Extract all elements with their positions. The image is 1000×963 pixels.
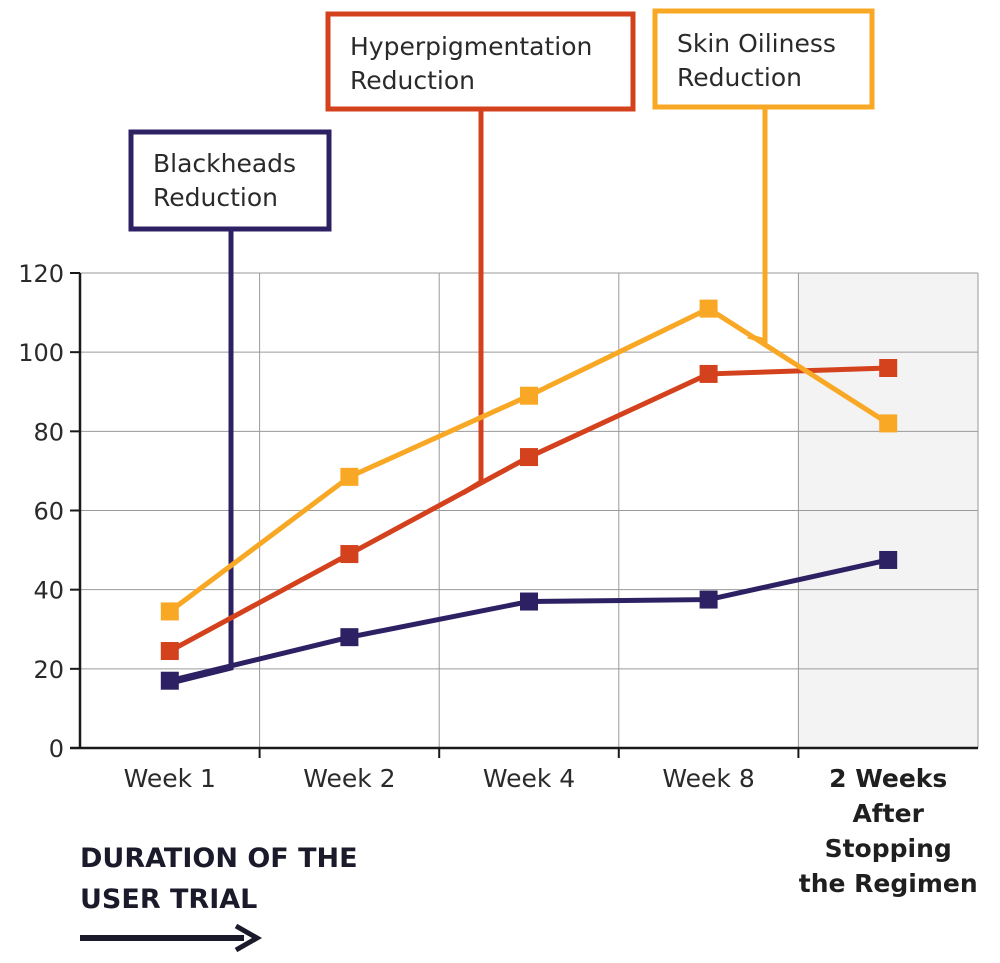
data-point	[160, 642, 179, 661]
callout-box	[325, 11, 636, 112]
x-category-label: After	[852, 799, 924, 828]
x-category-label: 2 Weeks	[829, 764, 947, 793]
data-point	[699, 590, 718, 609]
x-category-label: Week 8	[662, 764, 754, 793]
series-line	[169, 557, 889, 684]
callout-leader	[461, 109, 484, 496]
data-point	[160, 602, 179, 621]
y-tick-label: 0	[49, 735, 64, 763]
x-axis-title-line: USER TRIAL	[80, 884, 257, 915]
data-point	[879, 359, 898, 377]
data-point	[520, 448, 538, 467]
data-point	[879, 414, 898, 433]
series-label: Reduction	[153, 183, 278, 212]
y-tick-label: 100	[18, 339, 64, 367]
y-tick-label: 80	[33, 418, 64, 446]
callout-leader	[174, 229, 234, 685]
callout-box	[652, 8, 875, 110]
x-category-label: Stopping	[825, 834, 952, 863]
data-point	[340, 545, 359, 564]
series-label: Skin Oiliness	[677, 29, 836, 58]
x-axis-title: DURATION OF THE USER TRIAL	[80, 843, 358, 953]
axes: 0 20 40 60 80 100 120 Week 1 Week 2 Week 4 Week 8 2…	[18, 260, 978, 898]
arrow-head	[234, 923, 263, 953]
data-point	[340, 628, 359, 647]
data-point	[699, 364, 718, 383]
series-label: Reduction	[677, 63, 802, 92]
data-point	[160, 671, 179, 690]
x-category-label: Week 4	[483, 764, 575, 793]
callouts: Blackheads Reduction Hyperpigmentation Redu…	[128, 8, 875, 232]
series-label: Blackheads	[153, 149, 296, 178]
x-category-label: the Regimen	[799, 869, 978, 898]
data-point	[879, 550, 898, 569]
x-category-label: Week 2	[303, 764, 395, 793]
x-category-label: Week 1	[124, 764, 216, 793]
callout-leader	[747, 107, 768, 345]
y-tick-label: 60	[33, 498, 64, 526]
series	[160, 299, 898, 690]
y-tick-label: 40	[33, 577, 64, 605]
data-point	[520, 592, 538, 611]
data-point	[340, 467, 359, 486]
y-tick-label: 120	[18, 260, 64, 288]
callout-box	[128, 129, 332, 232]
data-point	[699, 299, 718, 318]
series-label: Reduction	[350, 66, 475, 95]
y-tick-label: 20	[33, 656, 64, 684]
series-label: Hyperpigmentation	[350, 32, 592, 61]
data-point	[520, 386, 538, 405]
x-axis-title-line: DURATION OF THE	[80, 843, 358, 874]
